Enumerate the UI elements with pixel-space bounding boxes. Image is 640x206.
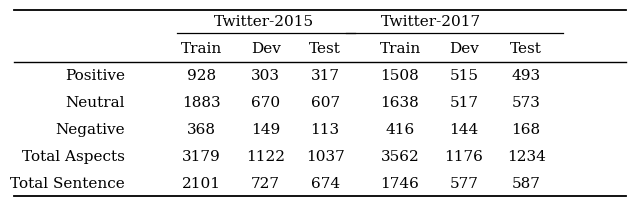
Text: 493: 493 [511, 69, 541, 83]
Text: 1638: 1638 [381, 96, 419, 110]
Text: Dev: Dev [251, 42, 280, 56]
Text: 1037: 1037 [306, 150, 344, 164]
Text: 587: 587 [511, 177, 541, 191]
Text: 368: 368 [187, 123, 216, 137]
Text: Train: Train [380, 42, 420, 56]
Text: 3179: 3179 [182, 150, 221, 164]
Text: Neutral: Neutral [65, 96, 125, 110]
Text: Train: Train [181, 42, 222, 56]
Text: 1122: 1122 [246, 150, 285, 164]
Text: 317: 317 [310, 69, 340, 83]
Text: Total Aspects: Total Aspects [22, 150, 125, 164]
Text: Dev: Dev [449, 42, 479, 56]
Text: 3562: 3562 [381, 150, 419, 164]
Text: 113: 113 [310, 123, 340, 137]
Text: 1234: 1234 [507, 150, 545, 164]
Text: 515: 515 [449, 69, 479, 83]
Text: 149: 149 [251, 123, 280, 137]
Text: 416: 416 [385, 123, 415, 137]
Text: 727: 727 [251, 177, 280, 191]
Text: Test: Test [309, 42, 341, 56]
Text: 144: 144 [449, 123, 479, 137]
Text: 2101: 2101 [182, 177, 221, 191]
Text: Twitter-2017: Twitter-2017 [381, 15, 481, 29]
Text: 168: 168 [511, 123, 541, 137]
Text: 670: 670 [251, 96, 280, 110]
Text: 1883: 1883 [182, 96, 221, 110]
Text: 1176: 1176 [445, 150, 483, 164]
Text: 517: 517 [449, 96, 479, 110]
Text: 1746: 1746 [381, 177, 419, 191]
Text: Total Sentence: Total Sentence [10, 177, 125, 191]
Text: Twitter-2015: Twitter-2015 [214, 15, 314, 29]
Text: 577: 577 [449, 177, 479, 191]
Text: Test: Test [510, 42, 542, 56]
Text: Negative: Negative [55, 123, 125, 137]
Text: 674: 674 [310, 177, 340, 191]
Text: 928: 928 [187, 69, 216, 83]
Text: Positive: Positive [65, 69, 125, 83]
Text: 1508: 1508 [381, 69, 419, 83]
Text: 607: 607 [310, 96, 340, 110]
Text: 303: 303 [251, 69, 280, 83]
Text: 573: 573 [511, 96, 541, 110]
